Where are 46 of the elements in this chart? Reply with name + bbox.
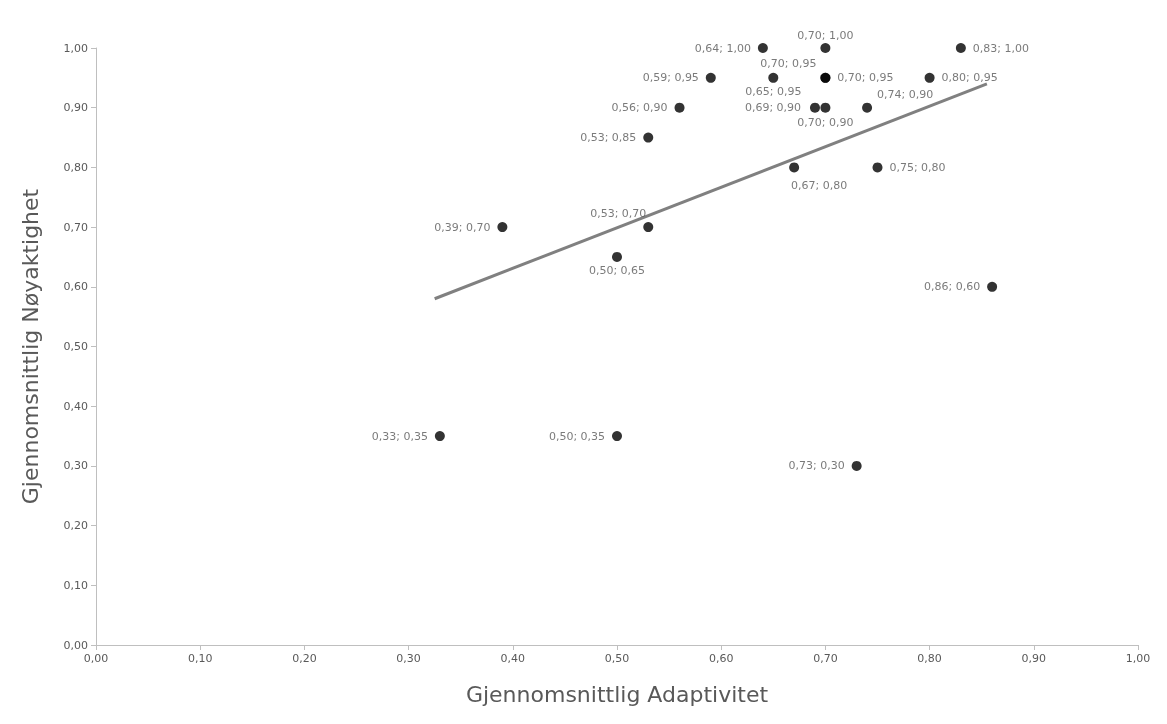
data-label: 0,50; 0,65 xyxy=(588,264,646,278)
x-tick-label: 0,00 xyxy=(83,652,109,665)
x-axis-title: Gjennomsnittlig Adaptivitet xyxy=(465,681,769,707)
data-label: 0,70; 1,00 xyxy=(797,28,854,42)
y-axis-title: Gjennomsnittlig Nøyaktighet xyxy=(17,188,43,505)
y-tick-label: 0,30 xyxy=(63,459,88,473)
data-label: 0,86; 0,60 xyxy=(924,280,981,294)
data-label: 0,70; 0,95 xyxy=(760,57,817,71)
data-label: 0,73; 0,30 xyxy=(788,459,845,473)
data-label: 0,69; 0,90 xyxy=(744,101,802,115)
x-tick-label: 0,20 xyxy=(292,652,317,665)
x-tick-label: 0,40 xyxy=(500,652,526,665)
data-label: 0,80; 0,95 xyxy=(941,71,998,85)
data-label: 0,67; 0,80 xyxy=(791,178,848,192)
x-tick-label: 1,00 xyxy=(1125,652,1151,665)
data-label: 0,74; 0,90 xyxy=(876,88,934,102)
x-tick-label: 0,30 xyxy=(396,652,421,665)
y-tick-label: 0,70 xyxy=(63,220,88,234)
data-label: 0,50; 0,35 xyxy=(548,429,606,443)
y-tick-label: 1,00 xyxy=(63,41,88,55)
x-tick-label: 0,70 xyxy=(813,652,838,665)
x-tick-label: 0,50 xyxy=(604,652,630,665)
data-label: 0,39; 0,70 xyxy=(434,220,491,234)
y-tick-label: 0,40 xyxy=(63,399,88,413)
data-label: 0,53; 0,70 xyxy=(590,206,647,220)
data-label: 0,56; 0,90 xyxy=(611,101,668,115)
y-tick-label: 0,60 xyxy=(63,280,88,294)
y-tick-label: 0,90 xyxy=(63,101,88,115)
y-tick-label: 0,00 xyxy=(63,638,88,652)
data-label: 0,70; 0,90 xyxy=(797,116,854,130)
data-label: 0,53; 0,85 xyxy=(580,131,637,145)
y-tick-label: 0,20 xyxy=(63,519,88,533)
data-label: 0,64; 1,00 xyxy=(694,41,751,55)
x-tick-label: 0,80 xyxy=(917,652,942,665)
data-label: 0,65; 0,95 xyxy=(745,85,802,99)
data-label: 0,59; 0,95 xyxy=(642,71,699,85)
x-tick-label: 0,90 xyxy=(1021,652,1047,665)
x-tick-label: 0,60 xyxy=(708,652,734,665)
data-label: 0,70; 0,95 xyxy=(837,71,894,85)
data-label: 0,33; 0,35 xyxy=(371,429,428,443)
y-tick-label: 0,10 xyxy=(63,578,88,592)
data-label: 0,83; 1,00 xyxy=(972,41,1029,55)
data-label: 0,75; 0,80 xyxy=(889,160,946,174)
y-tick-label: 0,80 xyxy=(63,160,88,174)
x-tick-label: 0,10 xyxy=(187,652,213,665)
y-tick-label: 0,50 xyxy=(63,340,88,353)
